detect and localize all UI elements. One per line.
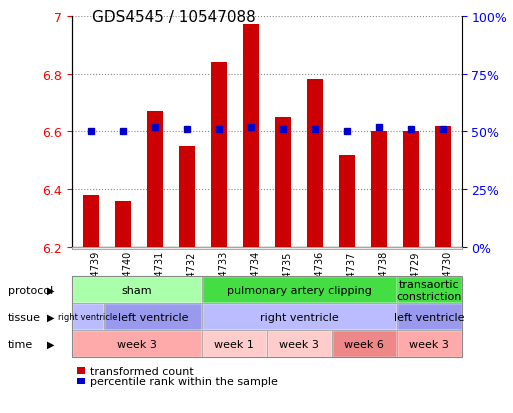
Bar — [243, 25, 259, 248]
Text: right ventricle: right ventricle — [58, 313, 118, 321]
Bar — [275, 118, 291, 248]
Bar — [307, 80, 323, 248]
Bar — [370, 132, 387, 248]
Text: week 6: week 6 — [344, 339, 384, 349]
Text: left ventricle: left ventricle — [394, 312, 464, 322]
Text: week 1: week 1 — [214, 339, 254, 349]
Text: right ventricle: right ventricle — [260, 312, 339, 322]
Bar — [147, 112, 163, 248]
Text: pulmonary artery clipping: pulmonary artery clipping — [227, 285, 372, 295]
Text: percentile rank within the sample: percentile rank within the sample — [90, 376, 278, 386]
Text: GDS4545 / 10547088: GDS4545 / 10547088 — [92, 10, 256, 25]
Text: week 3: week 3 — [409, 339, 449, 349]
Bar — [83, 196, 99, 248]
Bar — [403, 132, 419, 248]
Text: left ventricle: left ventricle — [118, 312, 188, 322]
Text: week 3: week 3 — [279, 339, 319, 349]
Text: ▶: ▶ — [47, 339, 55, 349]
Bar — [435, 126, 450, 248]
Text: ▶: ▶ — [47, 285, 55, 295]
Text: time: time — [8, 339, 33, 349]
Text: ▶: ▶ — [47, 312, 55, 322]
Text: tissue: tissue — [8, 312, 41, 322]
Bar — [339, 155, 354, 248]
Text: sham: sham — [122, 285, 152, 295]
Bar — [179, 147, 195, 248]
Bar — [211, 63, 227, 248]
Text: transformed count: transformed count — [90, 366, 193, 376]
Text: week 3: week 3 — [117, 339, 157, 349]
Bar — [115, 202, 131, 248]
Text: protocol: protocol — [8, 285, 53, 295]
Text: transaortic
constriction: transaortic constriction — [397, 279, 462, 301]
